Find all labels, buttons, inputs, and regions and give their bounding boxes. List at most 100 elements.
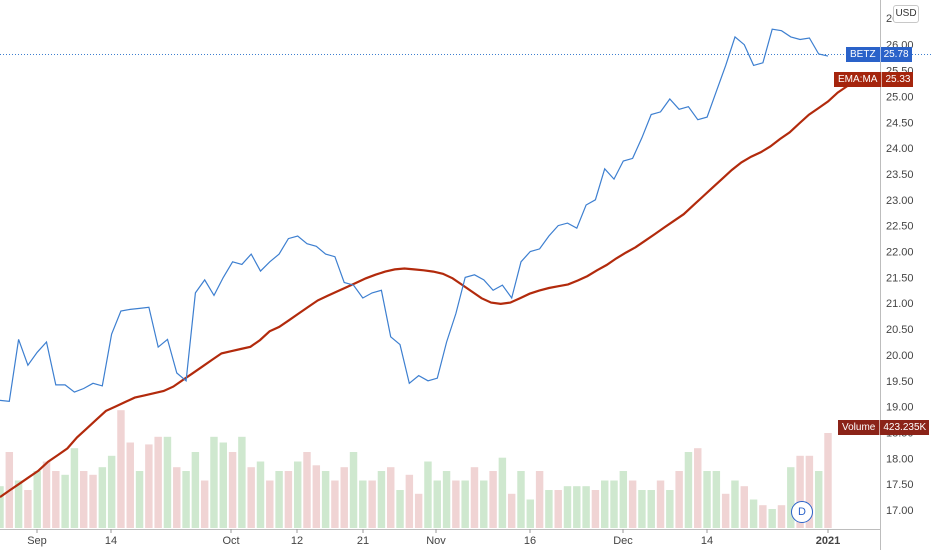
volume-bar bbox=[805, 455, 814, 528]
volume-bar bbox=[163, 436, 172, 528]
volume-bar bbox=[14, 480, 23, 528]
volume-bar bbox=[591, 490, 600, 528]
volume-bar bbox=[480, 480, 488, 528]
volume-bar bbox=[238, 436, 246, 528]
volume-label: Volume bbox=[842, 422, 876, 433]
volume-bar bbox=[507, 493, 516, 528]
volume-bar bbox=[731, 480, 739, 528]
price-tick-label: 22.50 bbox=[886, 221, 914, 233]
time-tick-label: Oct bbox=[222, 535, 239, 547]
volume-bar bbox=[321, 471, 330, 528]
price-tick-label: 21.50 bbox=[886, 272, 914, 284]
volume-bar bbox=[228, 452, 237, 528]
volume-bar bbox=[191, 452, 200, 528]
volume-bar bbox=[349, 452, 358, 528]
time-tick-label: 21 bbox=[357, 535, 369, 547]
price-tick-label: 19.00 bbox=[886, 402, 914, 414]
volume-bar bbox=[470, 467, 479, 528]
volume-bar bbox=[582, 486, 590, 528]
volume-bar bbox=[340, 467, 348, 528]
volume-bar bbox=[98, 467, 107, 528]
time-tick-label: 14 bbox=[105, 535, 117, 547]
price-tick-label: 19.50 bbox=[886, 376, 914, 388]
volume-bar bbox=[247, 467, 255, 528]
volume-bar bbox=[107, 455, 116, 528]
volume-bar bbox=[33, 471, 41, 528]
volume-bar bbox=[535, 471, 544, 528]
volume-bar bbox=[647, 490, 655, 528]
volume-bar bbox=[759, 505, 767, 528]
volume-bar bbox=[145, 444, 153, 528]
volume-bar bbox=[796, 455, 804, 528]
volume-bar bbox=[52, 471, 60, 528]
volume-bar bbox=[368, 480, 376, 528]
volume-bar bbox=[489, 471, 497, 528]
time-tick-label: 2021 bbox=[816, 535, 840, 547]
price-tick-label: 20.50 bbox=[886, 324, 914, 336]
volume-bar bbox=[545, 490, 553, 528]
volume-bar bbox=[461, 480, 469, 528]
volume-bar bbox=[721, 493, 730, 528]
volume-bar bbox=[814, 471, 823, 528]
volume-bar bbox=[675, 471, 683, 528]
volume-bar bbox=[182, 471, 190, 528]
volume-bar bbox=[768, 509, 776, 528]
volume-bar bbox=[712, 471, 721, 528]
volume-bar bbox=[200, 480, 209, 528]
time-tick-label: Dec bbox=[613, 535, 633, 547]
volume-bar bbox=[610, 480, 618, 528]
volume-bar bbox=[442, 471, 451, 528]
volume-value-tag: Volume 423.235K bbox=[838, 420, 930, 435]
volume-bar bbox=[154, 436, 162, 528]
volume-bar bbox=[303, 452, 311, 528]
ticker-last-price: 25.78 bbox=[879, 47, 912, 62]
volume-bar bbox=[638, 490, 646, 528]
time-tick-label: 14 bbox=[701, 535, 713, 547]
interval-badge[interactable]: D bbox=[791, 501, 813, 523]
volume-bar bbox=[359, 480, 367, 528]
volume-bar bbox=[424, 461, 432, 528]
volume-bars bbox=[0, 410, 832, 528]
volume-bar bbox=[498, 457, 507, 528]
volume-bar bbox=[312, 465, 321, 528]
volume-bar bbox=[70, 448, 79, 528]
volume-bar bbox=[405, 474, 414, 528]
volume-bar bbox=[266, 480, 274, 528]
price-axis[interactable]: 17.0017.5018.0018.5019.0019.5020.0020.50… bbox=[886, 13, 914, 517]
volume-bar bbox=[396, 490, 404, 528]
price-series-line bbox=[0, 28, 829, 403]
volume-bar bbox=[749, 499, 758, 528]
volume-bar bbox=[656, 480, 665, 528]
volume-bar bbox=[573, 486, 581, 528]
price-tick-label: 25.00 bbox=[886, 91, 914, 103]
volume-bar bbox=[173, 467, 181, 528]
time-tick-label: 12 bbox=[291, 535, 303, 547]
volume-bar bbox=[777, 505, 786, 528]
volume-bar bbox=[600, 480, 609, 528]
volume-bar bbox=[526, 499, 535, 528]
price-tick-label: 17.50 bbox=[886, 479, 914, 491]
volume-bar bbox=[740, 486, 748, 528]
volume-bar bbox=[135, 471, 144, 528]
volume-bar bbox=[433, 480, 441, 528]
time-tick-label: Nov bbox=[426, 535, 446, 547]
price-tick-label: 17.00 bbox=[886, 505, 914, 517]
volume-bar bbox=[554, 490, 562, 528]
price-tick-label: 23.50 bbox=[886, 169, 914, 181]
volume-bar bbox=[331, 480, 339, 528]
volume-last-value: 423.235K bbox=[879, 420, 929, 435]
price-tick-label: 21.00 bbox=[886, 298, 914, 310]
currency-button[interactable]: USD bbox=[893, 5, 919, 23]
volume-bar bbox=[619, 471, 628, 528]
time-axis[interactable]: Sep 14 Oct 12 21 Nov 16 Dec 14 2021 bbox=[27, 529, 840, 547]
volume-bar bbox=[824, 433, 832, 528]
time-tick-label: Sep bbox=[27, 535, 47, 547]
volume-bar bbox=[387, 467, 395, 528]
volume-bar bbox=[61, 474, 69, 528]
price-tick-label: 23.00 bbox=[886, 195, 914, 207]
ticker-name: BETZ bbox=[850, 49, 876, 60]
price-tick-label: 24.00 bbox=[886, 143, 914, 155]
volume-bar bbox=[414, 493, 423, 528]
volume-bar bbox=[117, 410, 125, 528]
